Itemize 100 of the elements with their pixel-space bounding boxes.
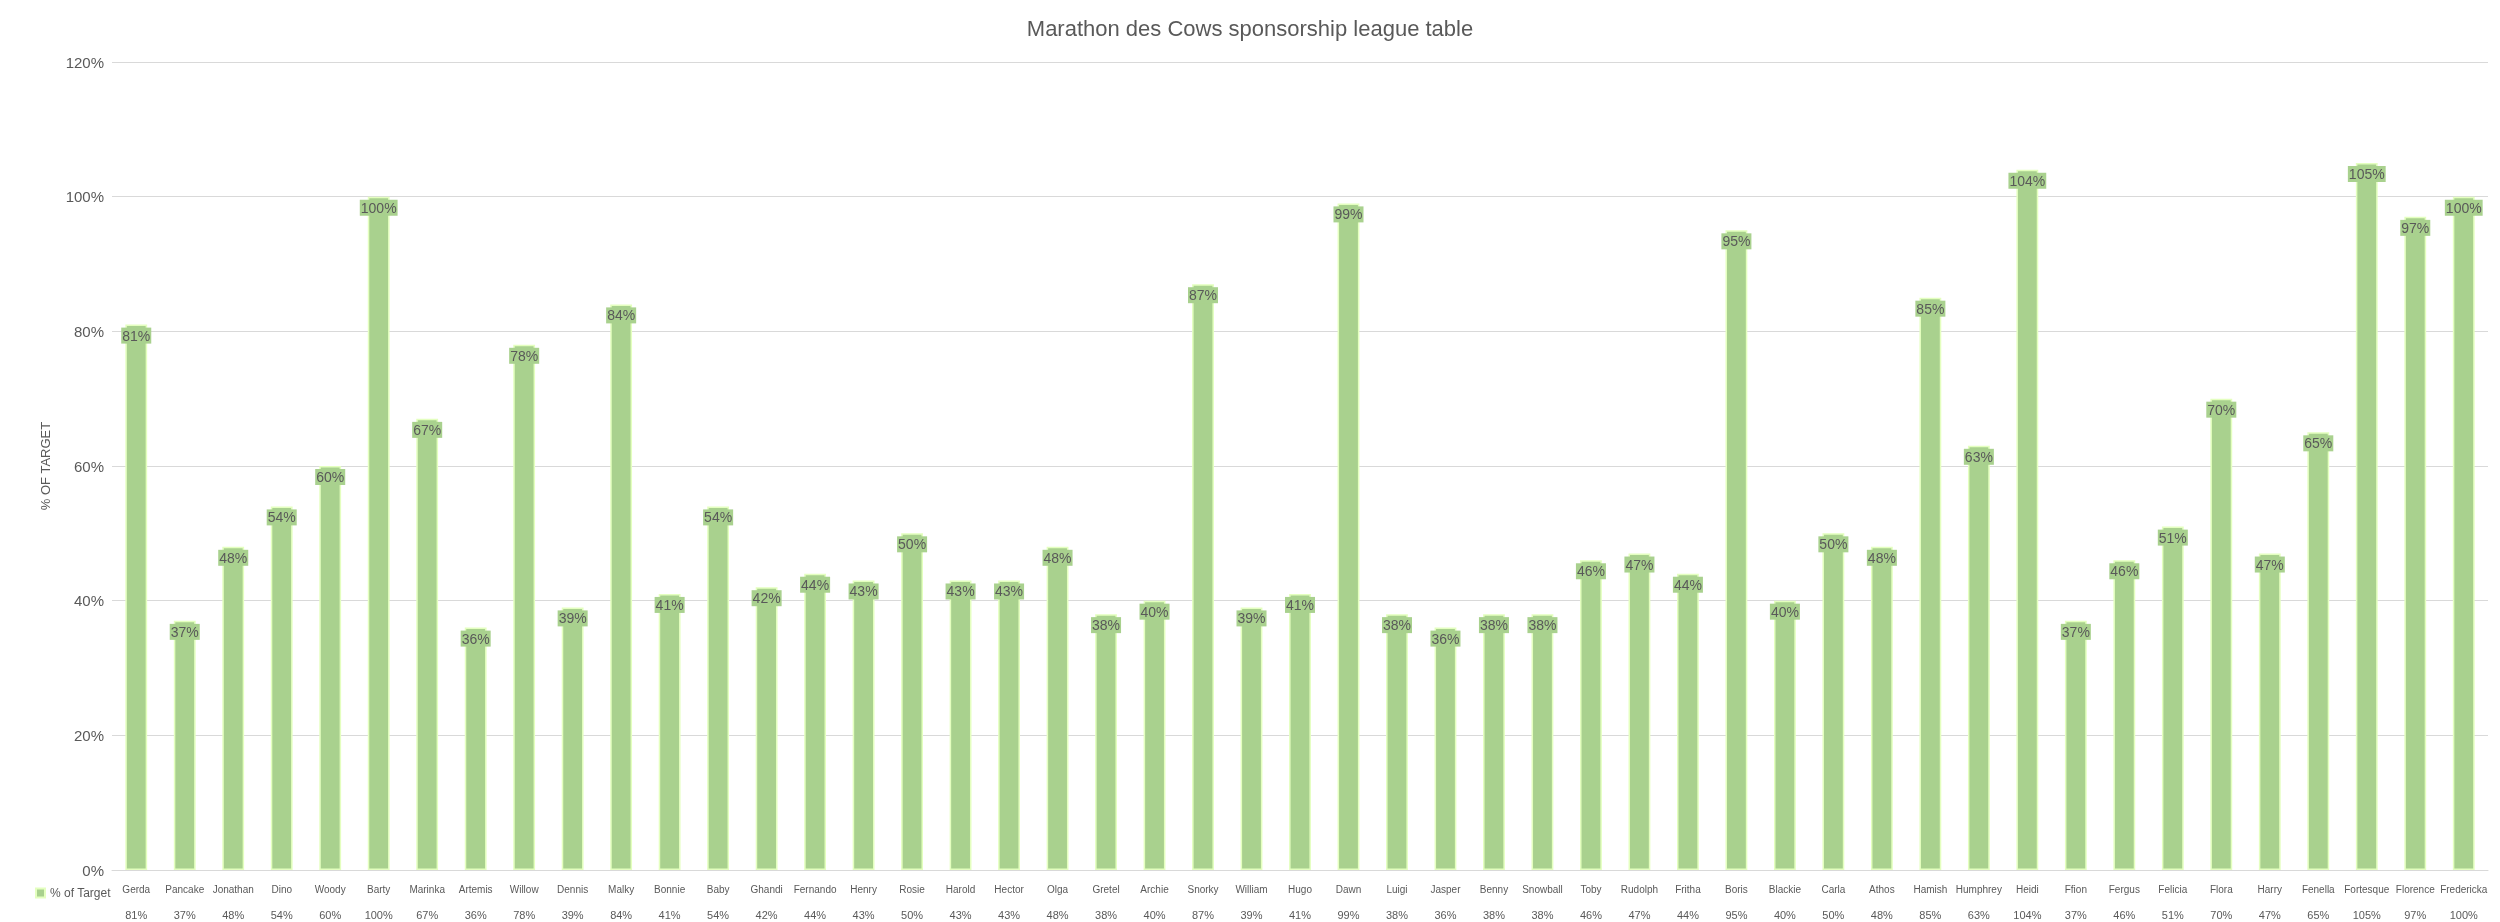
text: 42% (752, 590, 781, 607)
data-label: 43% (852, 909, 875, 921)
x-tick-label: Archie (1140, 883, 1170, 895)
bar (1531, 614, 1554, 870)
text: 65% (2304, 435, 2333, 452)
text: 41% (655, 596, 684, 613)
text: 39% (1237, 610, 1266, 627)
data-label: 41% (1288, 909, 1312, 921)
text: 38% (1092, 617, 1121, 634)
y-tick-label: 100% (65, 188, 104, 206)
text: 48% (1867, 549, 1896, 566)
bar (2404, 216, 2427, 870)
data-label: 36% (464, 909, 487, 921)
text: 47% (2255, 556, 2284, 573)
y-tick-label: 60% (73, 457, 104, 475)
x-tick-label: Hector (994, 883, 1025, 895)
text: 48% (219, 549, 248, 566)
y-axis-title: % OF TARGET (38, 421, 53, 511)
x-tick-label: Blackie (1768, 883, 1802, 895)
data-label: 48% (222, 909, 245, 921)
data-label: 63% (1967, 909, 1991, 921)
text: 70% (2207, 401, 2236, 418)
data-label: 50% (1822, 909, 1845, 921)
data-label: 85% (1919, 909, 1942, 921)
x-tick-label: Baby (706, 883, 730, 895)
x-tick-label: Jonathan (212, 883, 254, 895)
data-label: 37% (2064, 909, 2088, 921)
data-label: 99% (1337, 909, 1360, 921)
data-label: 38% (1095, 909, 1118, 921)
bar (2210, 398, 2233, 870)
x-tick-label: Pancake (165, 883, 205, 895)
text: 67% (413, 421, 442, 438)
y-tick-label: 20% (73, 726, 104, 744)
x-tick-label: Toby (1580, 883, 1602, 895)
x-tick-label: Dawn (1335, 883, 1362, 895)
x-tick-label: Gerda (122, 883, 151, 895)
x-tick-label: Ffion (2064, 883, 2087, 895)
legend-label: % of Target (50, 886, 112, 900)
y-tick-label: 40% (73, 592, 104, 610)
text: 36% (1431, 630, 1460, 647)
data-label: 41% (658, 909, 681, 921)
x-tick-label: Rosie (899, 883, 926, 895)
text: 97% (2401, 219, 2430, 236)
x-tick-label: Felicia (2158, 883, 2188, 895)
x-tick-label: Fritha (1675, 883, 1702, 895)
text: 37% (2061, 623, 2090, 640)
text: 47% (1625, 556, 1654, 573)
x-tick-label: Bonnie (654, 883, 686, 895)
text: 40% (1770, 603, 1799, 620)
data-label: 43% (949, 909, 972, 921)
x-tick-label: William (1235, 883, 1268, 895)
data-label: 60% (319, 909, 342, 921)
data-label: 43% (998, 909, 1021, 921)
data-label: 40% (1773, 909, 1797, 921)
bar (125, 324, 148, 870)
data-label: 39% (561, 909, 584, 921)
data-label: 38% (1482, 909, 1506, 921)
text: 78% (510, 347, 539, 364)
x-tick-label: Willow (509, 883, 540, 895)
x-tick-label: Harry (2257, 883, 2283, 895)
text: 87% (1189, 287, 1218, 304)
text: 60% (316, 469, 345, 485)
data-label: 95% (1725, 909, 1748, 921)
bar (513, 344, 536, 870)
data-label: 48% (1046, 909, 1069, 921)
bar (1337, 203, 1360, 870)
x-tick-label: Gretel (1092, 883, 1120, 895)
data-label: 70% (2210, 909, 2233, 921)
data-label: 46% (2113, 909, 2136, 921)
data-label: 100% (2449, 909, 2479, 921)
text: 100% (360, 199, 397, 216)
x-tick-label: Luigi (1386, 883, 1408, 895)
text: 81% (122, 327, 151, 344)
data-label: 38% (1531, 909, 1554, 921)
text: 43% (946, 583, 975, 600)
text: 48% (1043, 549, 1072, 566)
text: 85% (1916, 300, 1945, 317)
data-label: 39% (1240, 909, 1263, 921)
x-tick-label: Snorky (1187, 883, 1219, 895)
x-tick-label: Artemis (458, 883, 493, 895)
x-tick-label: Heidi (2015, 883, 2039, 895)
text: 104% (2009, 172, 2046, 189)
x-tick-label: Benny (1479, 883, 1509, 895)
text: 44% (801, 576, 830, 593)
text: 99% (1334, 206, 1363, 223)
x-tick-label: Fergus (2108, 883, 2140, 895)
x-tick-label: Athos (1869, 883, 1895, 895)
bar (319, 466, 342, 870)
x-tick-label: Barty (367, 883, 391, 895)
data-label: 67% (416, 909, 439, 921)
x-tick-label: Henry (850, 883, 877, 895)
data-label: 97% (2404, 909, 2427, 921)
text: 43% (995, 583, 1024, 600)
text: 41% (1285, 596, 1315, 613)
text: 43% (849, 583, 878, 600)
text: 37% (170, 623, 199, 640)
text: 36% (461, 630, 490, 647)
text: 40% (1140, 603, 1169, 620)
x-tick-label: Hamish (1913, 883, 1948, 895)
bar (610, 304, 633, 870)
